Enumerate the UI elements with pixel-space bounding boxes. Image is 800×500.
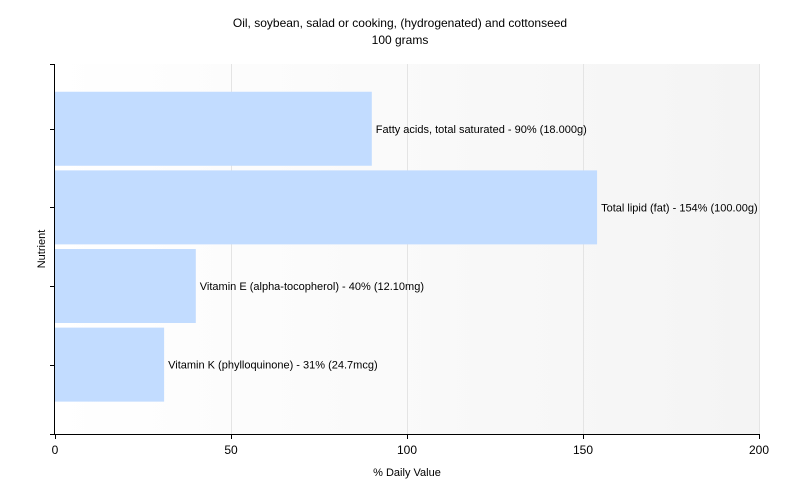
x-tick-label: 100 <box>397 443 417 457</box>
bar <box>55 327 165 402</box>
x-tick-label: 150 <box>573 443 593 457</box>
chart-title: Oil, soybean, salad or cooking, (hydroge… <box>233 16 567 30</box>
bar <box>55 249 196 323</box>
bars <box>55 91 598 402</box>
x-axis-label: % Daily Value <box>373 467 441 479</box>
bar-labels: Fatty acids, total saturated - 90% (18.0… <box>168 124 757 372</box>
bar-label: Vitamin E (alpha-tocopherol) - 40% (12.1… <box>200 281 424 293</box>
chart-subtitle: 100 grams <box>372 33 429 47</box>
bar-label: Fatty acids, total saturated - 90% (18.0… <box>376 124 587 136</box>
bar-label: Total lipid (fat) - 154% (100.00g) <box>601 202 758 214</box>
y-axis-label: Nutrient <box>36 230 48 269</box>
x-tick-label: 0 <box>52 443 59 457</box>
x-axis-ticks: 0 50 100 150 200 <box>52 434 769 457</box>
x-tick-label: 200 <box>749 443 769 457</box>
y-axis-ticks <box>50 64 55 435</box>
bar-label: Vitamin K (phylloquinone) - 31% (24.7mcg… <box>168 360 378 372</box>
bar <box>55 170 598 245</box>
bar <box>55 91 372 166</box>
x-tick-label: 50 <box>224 443 238 457</box>
